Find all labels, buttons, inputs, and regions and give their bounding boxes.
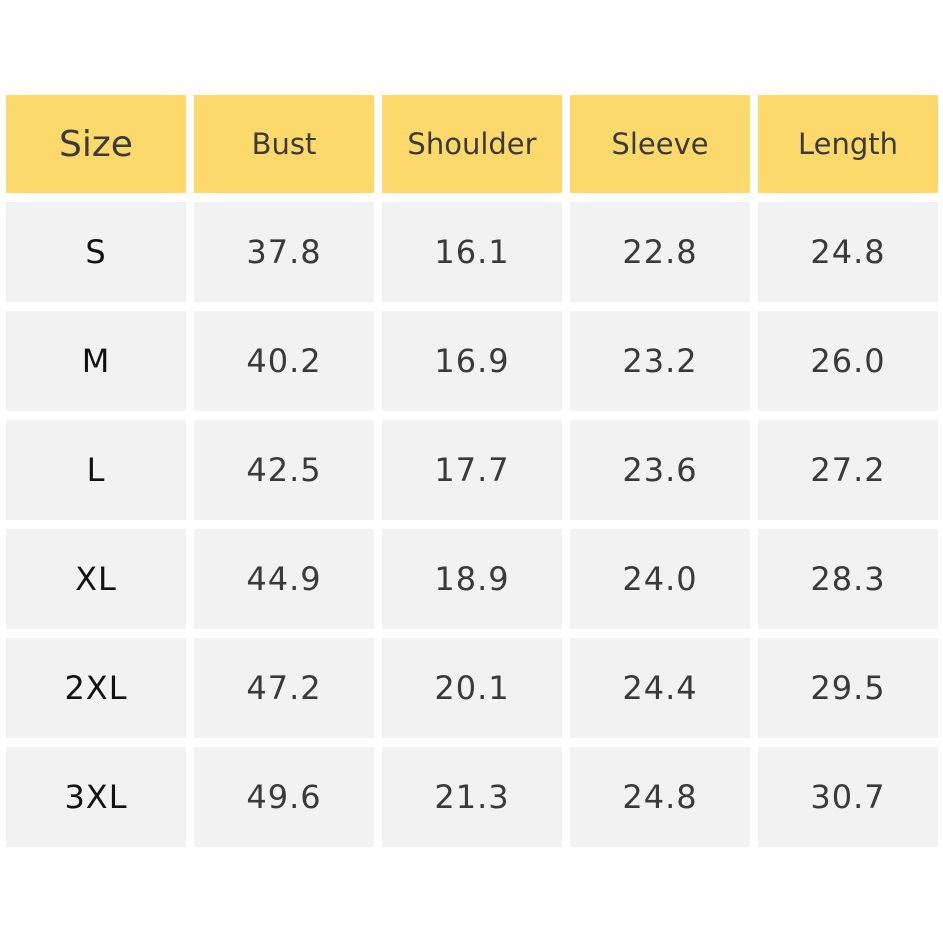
measure-cell: 23.6 [570,420,750,520]
measure-cell: 44.9 [194,529,374,629]
size-cell: L [6,420,186,520]
measure-cell: 20.1 [382,638,562,738]
measure-cell: 28.3 [758,529,938,629]
size-cell: XL [6,529,186,629]
size-table: Size Bust Shoulder Sleeve Length S 37.8 16.1 22.… [6,95,938,847]
measure-cell: 24.0 [570,529,750,629]
measure-cell: 22.8 [570,202,750,302]
header-cell: Length [758,95,938,193]
size-cell: 3XL [6,747,186,847]
size-cell: M [6,311,186,411]
measure-cell: 30.7 [758,747,938,847]
measure-cell: 29.5 [758,638,938,738]
measure-cell: 42.5 [194,420,374,520]
header-cell: Sleeve [570,95,750,193]
measure-cell: 21.3 [382,747,562,847]
measure-cell: 49.6 [194,747,374,847]
measure-cell: 37.8 [194,202,374,302]
header-cell: Bust [194,95,374,193]
measure-cell: 17.7 [382,420,562,520]
header-cell: Shoulder [382,95,562,193]
measure-cell: 24.8 [570,747,750,847]
header-cell: Size [6,95,186,193]
measure-cell: 40.2 [194,311,374,411]
measure-cell: 26.0 [758,311,938,411]
measure-cell: 27.2 [758,420,938,520]
measure-cell: 23.2 [570,311,750,411]
measure-cell: 16.9 [382,311,562,411]
measure-cell: 16.1 [382,202,562,302]
measure-cell: 24.4 [570,638,750,738]
measure-cell: 47.2 [194,638,374,738]
measure-cell: 24.8 [758,202,938,302]
size-cell: S [6,202,186,302]
size-cell: 2XL [6,638,186,738]
measure-cell: 18.9 [382,529,562,629]
